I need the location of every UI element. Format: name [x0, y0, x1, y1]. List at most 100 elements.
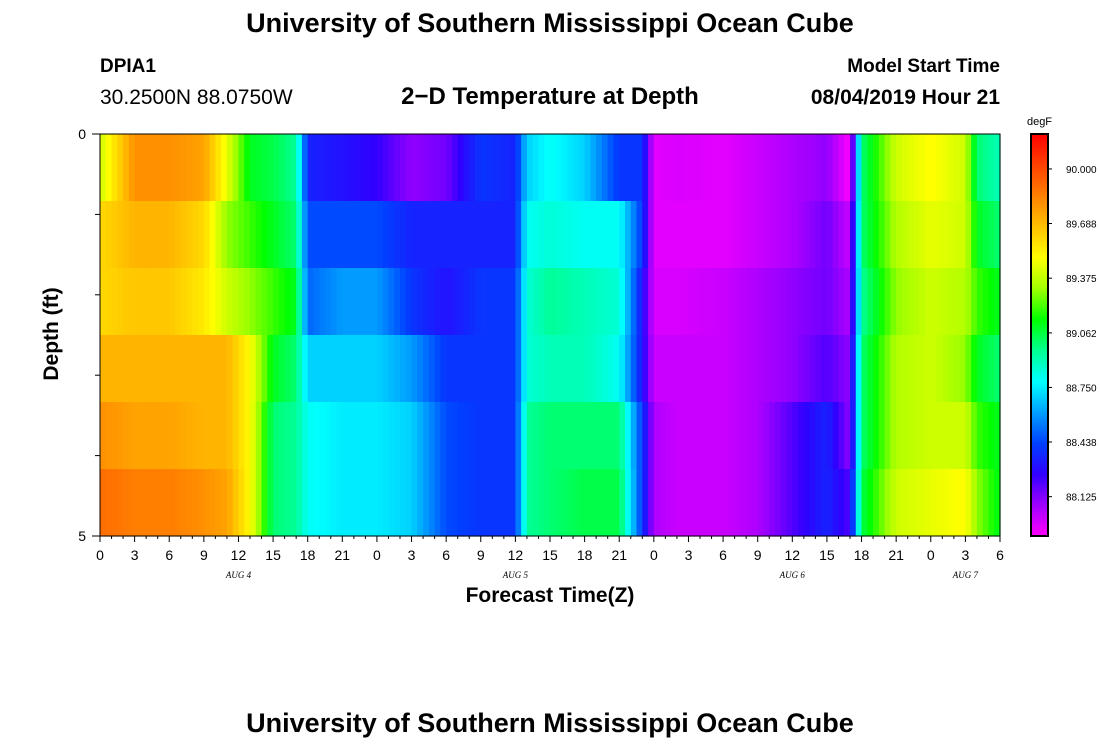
heatmap-cell — [538, 201, 545, 269]
heatmap-cell — [146, 335, 153, 403]
heatmap-cell — [284, 402, 291, 470]
heatmap-cell — [163, 402, 170, 470]
heatmap-cell — [821, 201, 828, 269]
heatmap-cell — [723, 268, 730, 336]
heatmap-cell — [971, 268, 978, 336]
heatmap-cell — [763, 469, 770, 537]
colorbar-label: 88.125 — [1066, 493, 1097, 504]
heatmap-cell — [371, 335, 378, 403]
heatmap-cell — [555, 134, 563, 202]
heatmap-cell — [832, 335, 840, 403]
heatmap-cell — [400, 201, 407, 269]
heatmap-cell — [942, 335, 949, 403]
heatmap-cell — [348, 201, 355, 269]
day-label: AUG 6 — [779, 570, 806, 580]
heatmap-cell — [878, 335, 886, 403]
heatmap-cell — [434, 335, 441, 403]
heatmap-cell — [873, 201, 880, 269]
heatmap-cell — [342, 268, 349, 336]
heatmap-cell — [186, 201, 193, 269]
heatmap-cell — [907, 201, 915, 269]
heatmap-cell — [561, 402, 568, 470]
heatmap-cell — [353, 268, 361, 336]
heatmap-cell — [163, 469, 170, 537]
heatmap-cell — [428, 469, 436, 537]
heatmap-cell — [844, 402, 851, 470]
heatmap-cell — [751, 402, 759, 470]
heatmap-cell — [440, 469, 447, 537]
heatmap-cell — [994, 134, 1001, 202]
colorbar-label: 88.750 — [1066, 383, 1097, 394]
heatmap-cell — [867, 335, 874, 403]
heatmap-cell — [451, 402, 459, 470]
heatmap-cell — [809, 402, 816, 470]
model-start-label: Model Start Time — [847, 56, 1000, 77]
heatmap-cell — [486, 268, 493, 336]
heatmap-cell — [255, 268, 263, 336]
heatmap-cell — [573, 134, 580, 202]
heatmap-cell — [532, 335, 540, 403]
heatmap-cell — [313, 335, 320, 403]
heatmap-cell — [994, 402, 1001, 470]
heatmap-cell — [157, 402, 165, 470]
heatmap-cell — [578, 201, 586, 269]
heatmap-cell — [463, 268, 470, 336]
heatmap-cell — [965, 134, 972, 202]
heatmap-cell — [319, 469, 326, 537]
x-tick-label: 6 — [442, 547, 450, 563]
heatmap-cell — [400, 402, 407, 470]
heatmap-cell — [803, 469, 811, 537]
heatmap-cell — [959, 201, 966, 269]
day-label: AUG 7 — [952, 570, 979, 580]
heatmap-cell — [884, 402, 891, 470]
heatmap-cell — [526, 201, 534, 269]
heatmap-cell — [480, 134, 488, 202]
heatmap-cell — [319, 268, 326, 336]
heatmap-cell — [151, 201, 159, 269]
heatmap-cell — [353, 402, 361, 470]
heatmap-cell — [532, 402, 540, 470]
heatmap-cell — [601, 335, 609, 403]
heatmap-cell — [930, 469, 938, 537]
heatmap-cell — [123, 335, 130, 403]
heatmap-cell — [532, 469, 540, 537]
heatmap-cell — [896, 402, 903, 470]
heatmap-cell — [290, 134, 297, 202]
heatmap-cell — [959, 335, 966, 403]
heatmap-cell — [688, 268, 695, 336]
heatmap-cell — [376, 134, 384, 202]
heatmap-cell — [601, 469, 609, 537]
heatmap-cell — [913, 201, 920, 269]
heatmap-cell — [815, 469, 822, 537]
x-tick-label: 0 — [927, 547, 935, 563]
heatmap-cell — [301, 201, 309, 269]
heatmap-cell — [930, 134, 938, 202]
heatmap-cell — [590, 134, 597, 202]
heatmap-cell — [382, 201, 390, 269]
heatmap-cell — [976, 402, 984, 470]
heatmap-cell — [388, 268, 395, 336]
heatmap-cell — [688, 402, 695, 470]
heatmap-cell — [301, 335, 309, 403]
heatmap-cell — [826, 469, 834, 537]
heatmap-cell — [134, 134, 141, 202]
heatmap-cell — [336, 268, 343, 336]
heatmap-cell — [642, 335, 649, 403]
heatmap-cell — [123, 201, 130, 269]
heatmap-cell — [642, 201, 649, 269]
heatmap-cell — [255, 201, 263, 269]
heatmap-cell — [434, 469, 441, 537]
heatmap-cell — [475, 402, 482, 470]
heatmap-cell — [405, 469, 413, 537]
heatmap-cell — [671, 201, 678, 269]
heatmap-cell — [111, 335, 118, 403]
heatmap-cell — [642, 469, 649, 537]
heatmap-cell — [388, 201, 395, 269]
heatmap-cell — [319, 201, 326, 269]
heatmap-cell — [578, 268, 586, 336]
heatmap-cell — [221, 134, 228, 202]
heatmap-cell — [636, 134, 643, 202]
heatmap-cell — [596, 134, 603, 202]
heatmap-cell — [451, 134, 459, 202]
heatmap-cell — [244, 335, 251, 403]
